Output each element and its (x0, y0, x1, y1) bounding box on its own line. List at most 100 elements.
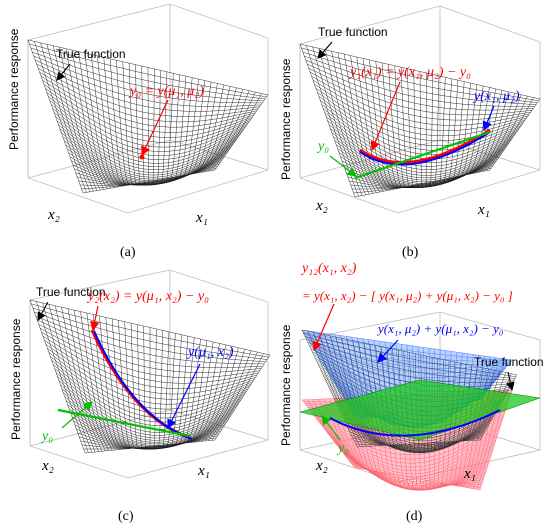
mesh-surface-a (27, 39, 269, 194)
y-axis-label-d: Performance response (279, 324, 293, 446)
mesh-line (65, 144, 232, 184)
mesh-line (381, 62, 402, 189)
mesh-line (472, 91, 509, 174)
mesh-line (479, 94, 522, 173)
mesh-line (356, 439, 481, 448)
mesh-line (40, 42, 91, 192)
mesh-line (143, 326, 147, 450)
mesh-line (66, 400, 234, 446)
mesh-line (200, 89, 243, 173)
y0-arrow-b (329, 155, 357, 177)
true-function-arrow-a (56, 63, 71, 81)
mesh-line (482, 96, 528, 172)
mesh-line (334, 140, 509, 184)
mesh-line (80, 311, 113, 451)
mesh-line (56, 120, 241, 173)
y-x1-mu2-arrow-b (482, 105, 495, 132)
mesh-line (338, 149, 505, 187)
y-axis-label-b: Performance response (279, 58, 293, 180)
x2-label-d: x₂ (315, 458, 328, 474)
y1-arrow-b (370, 81, 401, 152)
mesh-line (65, 48, 105, 190)
mesh-line (109, 58, 129, 186)
x1-label-a: x₁ (195, 210, 208, 226)
mesh-line (135, 64, 143, 186)
mesh-line (214, 354, 271, 441)
mesh-line (336, 144, 508, 186)
mesh-line (204, 90, 250, 172)
panel-c: Performance response x₂ x₁ True function… (9, 269, 271, 524)
y-x1-mu2-label-b: y(x₁, μ₂) (472, 89, 520, 104)
blue-curve-b (359, 131, 491, 166)
y0-equation-a: y₀ = y(μ₁, μ₂) (128, 84, 204, 99)
mesh-line (82, 435, 218, 449)
mesh-line (103, 57, 125, 186)
mesh-line (74, 157, 224, 186)
mesh-line (204, 350, 252, 442)
true-function-label-b: True function (318, 25, 388, 39)
mesh-line (77, 428, 223, 450)
mesh-line (211, 93, 262, 171)
mesh-line (353, 167, 492, 194)
mesh-line (211, 353, 264, 441)
mesh-line (429, 74, 433, 188)
true-function-arrow-b (317, 41, 333, 59)
y-axis-label-c: Performance response (9, 318, 23, 440)
panel-b: Performance response x₂ x₁ True function… (279, 5, 541, 260)
mesh-line (489, 98, 541, 171)
mesh-line (413, 70, 420, 188)
y-axis-label-a: Performance response (7, 28, 21, 150)
mesh-line (214, 94, 269, 171)
mesh-line (333, 440, 493, 489)
y0-arrow-d (321, 415, 341, 441)
x2-label-a: x₂ (47, 207, 60, 223)
mesh-line (64, 396, 236, 445)
mesh-line (400, 67, 413, 188)
mesh-line (330, 437, 495, 486)
x2-label-c: x₂ (41, 458, 54, 474)
mesh-surface-c (29, 299, 271, 454)
mesh-line (466, 370, 495, 441)
red-curve-b (359, 128, 491, 165)
mesh-line (345, 456, 486, 488)
mesh-line (419, 71, 423, 189)
mesh-line (79, 430, 221, 449)
mesh-line (81, 167, 217, 190)
mesh-line (440, 78, 452, 185)
mesh-line (468, 90, 503, 175)
mesh-line (61, 388, 239, 441)
svg-text:Performance response: Performance response (7, 28, 21, 150)
green-plane-d (299, 379, 541, 441)
axes-box-a (27, 3, 269, 214)
true-function-label-d: True function (474, 355, 544, 369)
mesh-line (124, 321, 137, 449)
y-mu1-x2-arrow-c (167, 363, 201, 430)
mesh-line (354, 169, 491, 198)
mesh-line (58, 124, 239, 176)
y12-arrow-d (312, 303, 335, 352)
y0-label-c: y₀ (40, 429, 53, 444)
true-function-arrow-d (506, 371, 515, 392)
y1-equation-b: y₁(x₁) = y(x₁, μ₂) − y₀ (348, 65, 471, 80)
mesh-line (332, 438, 494, 488)
mesh-line (344, 156, 500, 189)
mesh-line (153, 328, 157, 450)
x1-label-c: x₁ (197, 463, 210, 479)
y12-equation-line1-d: y₁₂(x₁, x₂) (300, 261, 357, 276)
mesh-line (34, 41, 87, 193)
y2-arrow-c (90, 305, 100, 332)
mesh-line (342, 416, 490, 453)
mesh-line (333, 136, 510, 183)
mesh-line (328, 124, 514, 176)
mesh-line (80, 165, 218, 186)
blue-curve-c (93, 330, 193, 440)
panel-a: Performance response x₂ x₁ True function… (7, 3, 269, 260)
mesh-line (450, 83, 471, 181)
x1-label-d: x₁ (463, 466, 476, 482)
y12-equation-line2-d: = y(x₁, x₂) − [ y(x₁, μ₂) + y(μ₁, x₂) − … (302, 288, 513, 303)
mesh-line (80, 433, 220, 449)
green-line-c (57, 408, 191, 438)
mesh-line (486, 97, 534, 171)
mesh-line (78, 163, 220, 186)
mesh-line (78, 51, 111, 189)
